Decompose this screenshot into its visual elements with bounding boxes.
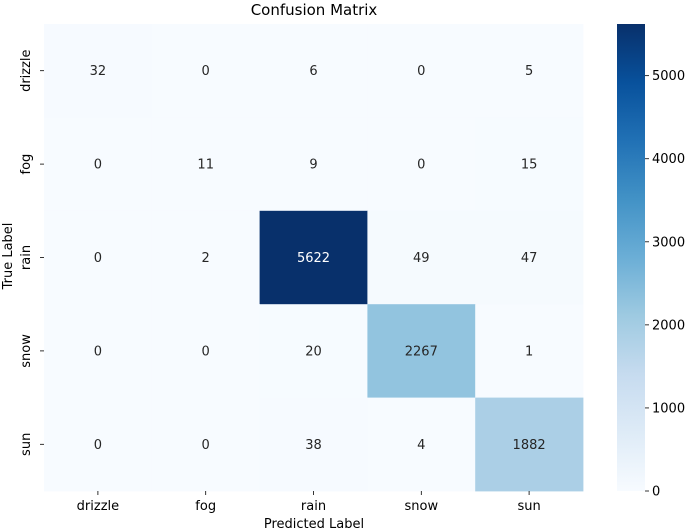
- heatmap-cell: [475, 117, 584, 212]
- cell-annotation: 6: [309, 64, 317, 79]
- heatmap-cell: [259, 117, 368, 212]
- heatmap-cell: [151, 210, 260, 305]
- x-tick-label: rain: [301, 499, 326, 514]
- heatmap-cell: [44, 210, 153, 305]
- heatmap-cell: [475, 210, 584, 305]
- cell-annotation: 2: [202, 251, 210, 266]
- cell-annotation: 5: [525, 64, 533, 79]
- heatmap-cell: [367, 24, 476, 118]
- heatmap-cell: [259, 210, 368, 305]
- y-axis: drizzle fog rain snow sun: [19, 49, 44, 456]
- cell-annotation: 0: [417, 64, 425, 79]
- cell-annotation: 11: [197, 158, 214, 173]
- x-tick-label: drizzle: [77, 499, 119, 514]
- cell-annotation: 32: [90, 64, 107, 79]
- heatmap-cells: [44, 24, 584, 492]
- heatmap-cell: [367, 397, 476, 492]
- cell-annotation: 38: [305, 438, 322, 453]
- heatmap-cell: [475, 397, 584, 492]
- heatmap-cell: [151, 117, 260, 212]
- chart-title: Confusion Matrix: [251, 1, 378, 19]
- cell-annotation: 0: [94, 251, 102, 266]
- cell-annotation: 0: [94, 438, 102, 453]
- colorbar-tick-label: 3000: [652, 235, 685, 250]
- cell-annotation: 0: [202, 64, 210, 79]
- cell-annotation: 0: [202, 344, 210, 359]
- y-axis-label: True Label: [1, 223, 16, 291]
- x-tick-label: snow: [404, 499, 438, 514]
- heatmap-cell: [367, 304, 476, 398]
- cell-annotations: 32 0 6 0 5 0 11 9 0 15 0 2 5622 49 47 0 0 20 2267 1 0 0 38 4 188…: [90, 64, 546, 453]
- heatmap-cell: [475, 24, 584, 118]
- heatmap-cell: [259, 397, 368, 492]
- cell-annotation: 9: [309, 158, 317, 173]
- heatmap-cell: [44, 117, 153, 212]
- colorbar-tick-label: 0: [652, 485, 660, 500]
- cell-annotation: 0: [94, 344, 102, 359]
- y-tick-label: drizzle: [19, 49, 34, 91]
- colorbar-tick-label: 4000: [652, 152, 685, 167]
- colorbar-tick-label: 1000: [652, 401, 685, 416]
- x-tick-label: sun: [517, 499, 540, 514]
- heatmap-cell: [475, 304, 584, 398]
- colorbar: [617, 24, 645, 491]
- y-tick-label: sun: [19, 433, 34, 456]
- cell-annotation: 20: [305, 344, 322, 359]
- cell-annotation: 2267: [405, 344, 438, 359]
- heatmap-cell: [367, 117, 476, 212]
- cell-annotation: 0: [417, 158, 425, 173]
- cell-annotation: 49: [413, 251, 430, 266]
- heatmap-cell: [44, 397, 153, 492]
- cell-annotation: 0: [202, 438, 210, 453]
- y-tick-label: snow: [19, 334, 34, 368]
- heatmap-cell: [151, 304, 260, 398]
- colorbar-tick-label: 2000: [652, 318, 685, 333]
- heatmap-cell: [259, 304, 368, 398]
- cell-annotation: 5622: [297, 251, 330, 266]
- heatmap-cell: [44, 304, 153, 398]
- cell-annotation: 4: [417, 438, 425, 453]
- heatmap-cell: [151, 397, 260, 492]
- heatmap-cell: [259, 24, 368, 118]
- cell-annotation: 15: [521, 158, 538, 173]
- cell-annotation: 1: [525, 344, 533, 359]
- cell-annotation: 47: [521, 251, 538, 266]
- cell-annotation: 0: [94, 158, 102, 173]
- x-axis-label: Predicted Label: [264, 517, 364, 531]
- heatmap-cell: [367, 210, 476, 305]
- y-tick-label: fog: [19, 154, 34, 175]
- cell-annotation: 1882: [513, 438, 546, 453]
- x-axis: drizzle fog rain snow sun: [77, 491, 541, 514]
- y-tick-label: rain: [19, 245, 34, 270]
- x-tick-label: fog: [195, 499, 216, 514]
- colorbar-ticks: 0 1000 2000 3000 4000 5000: [645, 69, 685, 500]
- heatmap-cell: [151, 24, 260, 118]
- heatmap-cell: [44, 24, 153, 118]
- colorbar-tick-label: 5000: [652, 69, 685, 84]
